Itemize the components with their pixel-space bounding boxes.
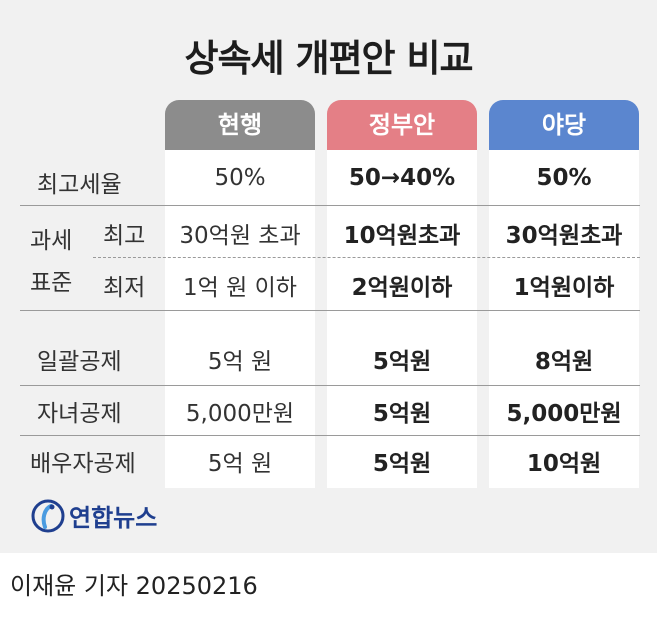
cell-children-opposition: 5,000만원 xyxy=(506,401,622,427)
cell-top-rate-opposition: 50% xyxy=(536,165,592,191)
column-government-bg xyxy=(327,148,477,488)
cell-spouse-current: 5억 원 xyxy=(207,451,273,477)
row-divider-dashed xyxy=(93,257,640,258)
row-divider xyxy=(20,435,640,436)
cell-lump-sum-current: 5억 원 xyxy=(207,349,273,375)
label-spouse: 배우자공제 xyxy=(30,451,136,477)
cell-min-current: 1억 원 이하 xyxy=(183,275,297,301)
cell-spouse-opposition: 10억원 xyxy=(526,451,602,477)
header-government: 정부안 xyxy=(327,100,477,150)
row-divider xyxy=(20,205,640,206)
page-title: 상속세 개편안 비교 xyxy=(184,37,473,80)
yonhap-logo-icon xyxy=(31,499,65,532)
cell-max-current: 30억원 초과 xyxy=(179,223,301,249)
credit-line: 이재윤 기자 20250216 xyxy=(10,572,258,600)
label-tax-base-1: 과세 xyxy=(30,228,73,254)
label-children: 자녀공제 xyxy=(37,401,122,427)
header-opposition: 야당 xyxy=(489,100,639,150)
cell-min-government: 2억원이하 xyxy=(351,275,453,301)
yonhap-logo: 연합뉴스 xyxy=(31,498,157,533)
column-current-bg xyxy=(165,148,315,488)
column-opposition-bg xyxy=(489,148,639,488)
label-lump-sum: 일괄공제 xyxy=(37,349,122,375)
yonhap-logo-text: 연합뉴스 xyxy=(69,504,158,532)
header-current: 현행 xyxy=(165,100,315,150)
cell-top-rate-government: 50→40% xyxy=(348,165,456,191)
label-tax-base-2: 표준 xyxy=(30,270,73,296)
cell-lump-sum-opposition: 8억원 xyxy=(534,349,594,375)
cell-children-government: 5억원 xyxy=(372,401,432,427)
label-min: 최저 xyxy=(103,275,146,301)
cell-top-rate-current: 50% xyxy=(214,165,266,191)
cell-lump-sum-government: 5억원 xyxy=(372,349,432,375)
cell-max-opposition: 30억원초과 xyxy=(505,223,623,249)
row-divider xyxy=(20,385,640,386)
cell-min-opposition: 1억원이하 xyxy=(513,275,615,301)
cell-spouse-government: 5억원 xyxy=(372,451,432,477)
cell-children-current: 5,000만원 xyxy=(185,401,295,427)
row-divider xyxy=(20,310,640,311)
label-max: 최고 xyxy=(103,223,146,249)
label-top-rate: 최고세율 xyxy=(37,172,122,198)
cell-max-government: 10억원초과 xyxy=(343,223,461,249)
